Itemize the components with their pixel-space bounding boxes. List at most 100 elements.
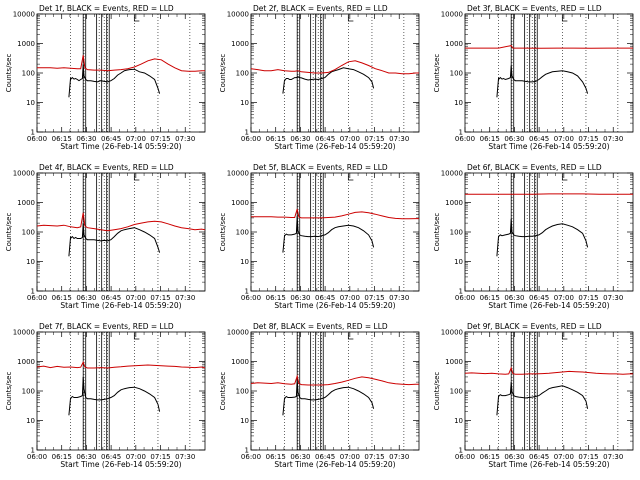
- x-tick-label: 07:30: [175, 294, 195, 302]
- panel-1: Det 1f, BLACK = Events, RED = LLD 1 10 100 1…: [5, 4, 206, 151]
- x-tick-label: 06:30: [76, 453, 96, 461]
- x-tick-label: 07:30: [389, 135, 409, 143]
- y-tick-label: 1000: [17, 40, 35, 48]
- y-axis-label: Counts/sec: [433, 54, 441, 93]
- panel-title: Det 3f, BLACK = Events, RED = LLD: [467, 4, 602, 13]
- y-axis-label: Counts/sec: [433, 372, 441, 411]
- x-tick-label: 07:30: [175, 135, 195, 143]
- x-tick-label: 07:30: [603, 453, 623, 461]
- x-tick-label: 06:15: [266, 453, 286, 461]
- panel-3: Det 3f, BLACK = Events, RED = LLD 1 10 100 1…: [433, 4, 634, 151]
- events-series-line: [282, 215, 375, 253]
- y-tick-label: 10000: [227, 11, 249, 19]
- x-tick-label: 07:15: [364, 135, 384, 143]
- y-axis-label: Counts/sec: [5, 372, 13, 411]
- panel-title: Det 1f, BLACK = Events, RED = LLD: [39, 4, 174, 13]
- y-tick-label: 1: [459, 288, 463, 296]
- y-tick-label: 1: [31, 447, 35, 455]
- shutter-mark: [561, 174, 568, 181]
- lld-series-line: [36, 360, 206, 369]
- panel-title: Det 8f, BLACK = Events, RED = LLD: [253, 322, 388, 331]
- events-series-line: [68, 376, 161, 416]
- y-tick-label: 100: [22, 229, 35, 237]
- x-tick-label: 06:15: [480, 294, 500, 302]
- x-tick-label: 07:00: [554, 294, 574, 302]
- y-tick-label: 10: [240, 99, 249, 107]
- y-tick-label: 100: [450, 388, 463, 396]
- x-tick-label: 06:00: [241, 294, 261, 302]
- x-tick-label: 06:15: [52, 294, 72, 302]
- y-tick-label: 1000: [231, 199, 249, 207]
- x-tick-label: 06:00: [455, 453, 475, 461]
- y-tick-label: 1: [245, 288, 249, 296]
- x-axis-label: Start Time (26-Feb-14 05:59:20): [60, 301, 181, 310]
- y-tick-label: 10000: [13, 170, 35, 178]
- y-tick-label: 10: [240, 258, 249, 266]
- x-tick-label: 06:30: [290, 135, 310, 143]
- panel-4: Det 4f, BLACK = Events, RED = LLD 1 10 100 1…: [5, 163, 206, 310]
- x-axis-label: Start Time (26-Feb-14 05:59:20): [274, 301, 395, 310]
- panel-title: Det 7f, BLACK = Events, RED = LLD: [39, 322, 174, 331]
- x-tick-label: 07:30: [175, 453, 195, 461]
- y-tick-label: 1: [245, 447, 249, 455]
- x-tick-label: 07:00: [126, 135, 146, 143]
- panel-title: Det 9f, BLACK = Events, RED = LLD: [467, 322, 602, 331]
- shutter-mark: [561, 15, 568, 22]
- x-tick-label: 06:00: [241, 135, 261, 143]
- x-tick-label: 06:00: [27, 135, 47, 143]
- x-tick-label: 07:15: [150, 135, 170, 143]
- events-series-line: [282, 379, 375, 416]
- x-tick-label: 06:45: [101, 135, 121, 143]
- x-tick-label: 06:30: [76, 294, 96, 302]
- y-tick-label: 10000: [441, 11, 463, 19]
- plot-frame: [250, 172, 420, 292]
- x-axis-label: Start Time (26-Feb-14 05:59:20): [60, 460, 181, 469]
- panel-5: Det 5f, BLACK = Events, RED = LLD 1 10 100 1…: [219, 163, 420, 310]
- lld-series-line: [250, 374, 419, 386]
- x-tick-label: 06:30: [504, 135, 524, 143]
- panel-9: Det 9f, BLACK = Events, RED = LLD 1 10 100 1…: [433, 322, 634, 469]
- x-tick-label: 07:30: [389, 453, 409, 461]
- plot-frame: [250, 331, 420, 451]
- x-tick-label: 06:30: [76, 135, 96, 143]
- y-axis-label: Counts/sec: [5, 54, 13, 93]
- events-series-line: [496, 65, 589, 98]
- y-tick-label: 1000: [17, 358, 35, 366]
- y-tick-label: 100: [236, 229, 249, 237]
- x-tick-label: 06:45: [315, 294, 335, 302]
- lld-series-line: [464, 366, 633, 375]
- shutter-mark: [133, 174, 140, 181]
- y-axis-label: Counts/sec: [219, 213, 227, 252]
- x-tick-label: 07:15: [578, 294, 598, 302]
- y-tick-label: 10: [26, 258, 35, 266]
- x-tick-label: 07:15: [150, 453, 170, 461]
- events-series-line: [68, 64, 161, 98]
- shutter-mark: [347, 174, 354, 181]
- x-tick-label: 06:45: [101, 453, 121, 461]
- y-tick-label: 10: [26, 99, 35, 107]
- x-tick-label: 06:30: [504, 294, 524, 302]
- x-tick-label: 06:00: [27, 453, 47, 461]
- lld-series-line: [465, 45, 633, 49]
- x-tick-label: 06:00: [455, 294, 475, 302]
- lld-series-line: [37, 55, 205, 72]
- x-tick-label: 06:15: [52, 453, 72, 461]
- x-tick-label: 06:15: [266, 294, 286, 302]
- x-tick-label: 06:45: [529, 453, 549, 461]
- plot-frame: [464, 172, 634, 292]
- panel-8: Det 8f, BLACK = Events, RED = LLD 1 10 100 1…: [219, 322, 420, 469]
- y-tick-label: 10: [454, 417, 463, 425]
- panel-title: Det 5f, BLACK = Events, RED = LLD: [253, 163, 388, 172]
- x-tick-label: 06:00: [455, 135, 475, 143]
- x-tick-label: 07:00: [340, 135, 360, 143]
- shutter-mark: [133, 15, 140, 22]
- y-tick-label: 10000: [441, 329, 463, 337]
- x-tick-label: 06:45: [529, 294, 549, 302]
- y-axis-label: Counts/sec: [5, 213, 13, 252]
- y-tick-label: 10: [26, 417, 35, 425]
- panel-title: Det 2f, BLACK = Events, RED = LLD: [253, 4, 388, 13]
- y-tick-label: 10000: [13, 329, 35, 337]
- plot-frame: [36, 172, 206, 292]
- y-tick-label: 100: [450, 70, 463, 78]
